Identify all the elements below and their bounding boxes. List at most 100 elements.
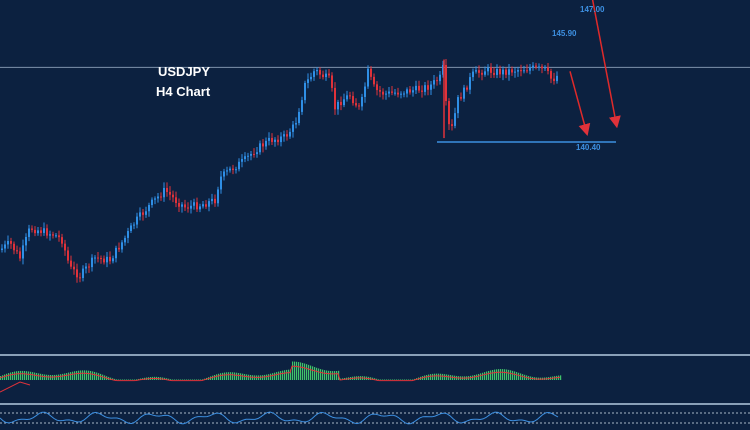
candle-body (301, 100, 303, 112)
candle-body (253, 153, 255, 155)
macd-bar (92, 371, 94, 380)
macd-bar (128, 379, 130, 380)
macd-bar (320, 369, 322, 380)
candle-body (94, 257, 96, 259)
candle-body (490, 67, 492, 73)
macd-bar (426, 374, 428, 380)
macd-bar (226, 372, 228, 380)
macd-bar (496, 369, 498, 380)
macd-bar (502, 369, 504, 380)
macd-bar (486, 371, 488, 380)
macd-bar (474, 375, 476, 380)
candle-body (127, 231, 129, 238)
macd-bar (72, 371, 74, 380)
candle-body (199, 206, 201, 210)
macd-bar (180, 379, 182, 380)
macd-bar (396, 379, 398, 380)
candle-body (403, 93, 405, 95)
macd-bar (310, 365, 312, 380)
macd-bar (12, 371, 14, 380)
candle-body (445, 64, 447, 102)
candle-body (544, 67, 546, 69)
candle-body (172, 194, 174, 198)
candle-body (139, 212, 141, 217)
macd-bar (96, 372, 98, 380)
candle-body (103, 258, 105, 263)
macd-bar (428, 374, 430, 380)
macd-bar (484, 372, 486, 380)
candle-body (415, 85, 417, 91)
macd-bar (494, 369, 496, 380)
candle-body (322, 74, 324, 78)
macd-bar (192, 379, 194, 380)
candle-body (250, 153, 252, 156)
candle-body (16, 250, 18, 252)
macd-bar (234, 372, 236, 380)
candle-body (370, 68, 372, 77)
macd-bar (190, 379, 192, 380)
macd-bar (378, 379, 380, 380)
macd-bar (518, 372, 520, 380)
macd-bar (14, 371, 16, 380)
candle-body (388, 91, 390, 94)
candle-body (40, 230, 42, 233)
macd-bar (296, 361, 298, 380)
candle-body (355, 103, 357, 106)
macd-bar (516, 372, 518, 380)
macd-bar (410, 379, 412, 380)
macd-bar (322, 369, 324, 380)
candle-body (82, 268, 84, 278)
macd-bar (262, 375, 264, 380)
candle-body (133, 224, 135, 226)
macd-bar (58, 374, 60, 380)
candle-body (493, 72, 495, 75)
candle-body (145, 211, 147, 215)
candle-body (439, 74, 441, 82)
macd-bar (240, 373, 242, 380)
candle-body (283, 134, 285, 137)
candle-body (394, 92, 396, 94)
macd-bar (84, 370, 86, 380)
candle-body (187, 207, 189, 209)
candle-body (547, 67, 549, 72)
candle-body (262, 143, 264, 147)
macd-bar (120, 379, 122, 380)
candle-body (151, 199, 153, 206)
macd-bar (406, 379, 408, 380)
chart-subtitle: H4 Chart (156, 84, 211, 99)
macd-bar (28, 371, 30, 380)
candle-body (274, 139, 276, 142)
candle-body (337, 101, 339, 110)
chart-title: USDJPY (158, 64, 211, 79)
candle-body (391, 91, 393, 93)
candle-body (481, 72, 483, 75)
macd-bar (412, 379, 414, 380)
macd-bar (304, 363, 306, 380)
candle-body (484, 71, 486, 75)
candle-body (241, 159, 243, 162)
candle-body (469, 77, 471, 90)
candle-body (31, 228, 33, 230)
macd-bar (508, 369, 510, 380)
macd-bar (122, 379, 124, 380)
candle-body (202, 204, 204, 207)
macd-bar (380, 379, 382, 380)
candle-body (232, 168, 234, 170)
candle-body (448, 101, 450, 125)
candle-body (223, 171, 225, 177)
candle-body (520, 70, 522, 72)
macd-bar (22, 370, 24, 380)
macd-bar (86, 370, 88, 380)
macd-bar (514, 371, 516, 380)
macd-bar (182, 379, 184, 380)
macd-bar (170, 379, 172, 380)
macd-bar (94, 371, 96, 380)
candle-body (289, 131, 291, 137)
macd-bar (26, 371, 28, 380)
macd-bar (432, 373, 434, 380)
macd-bar (300, 362, 302, 380)
macd-bar (288, 369, 290, 380)
candle-body (553, 78, 555, 82)
